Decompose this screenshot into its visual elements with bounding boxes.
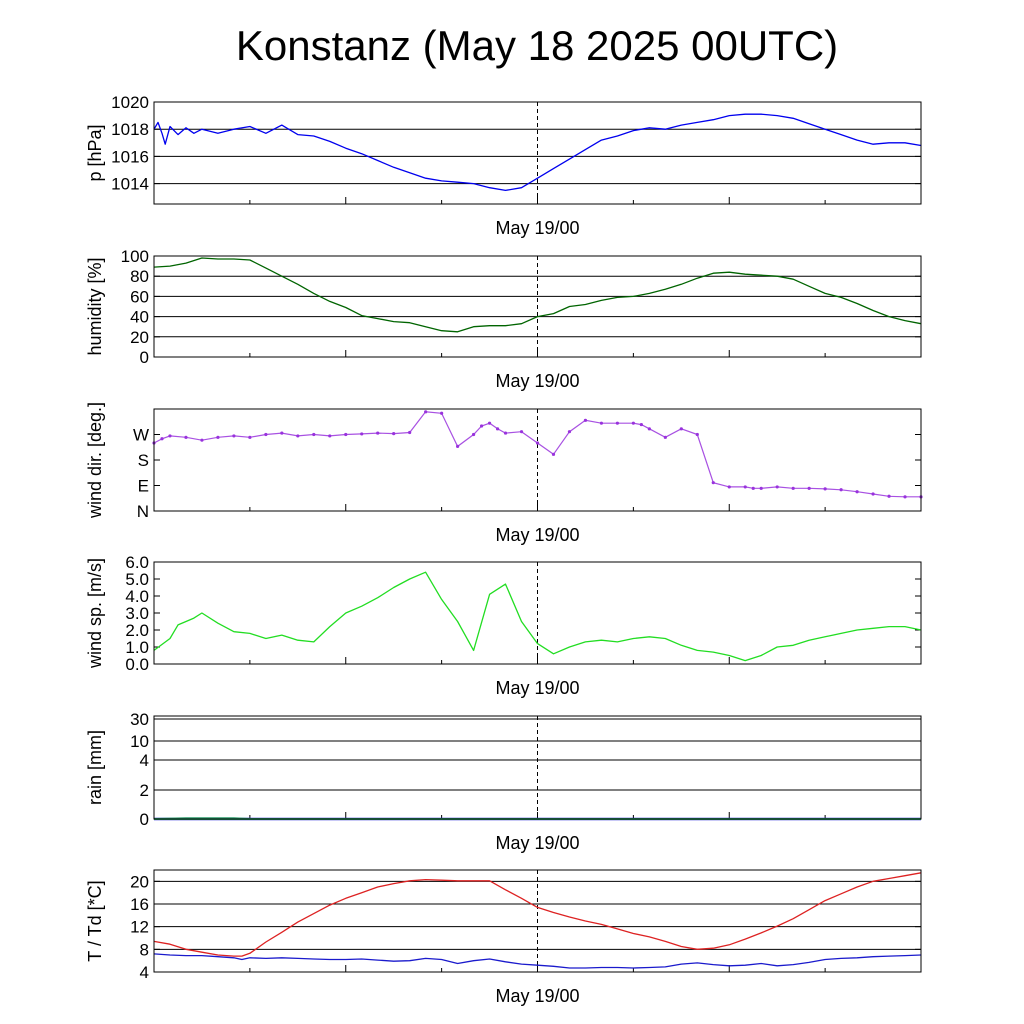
y-tick-label: 2.0: [125, 621, 149, 640]
series-line: [153, 411, 921, 498]
panel-frame: [153, 255, 922, 358]
y-tick-label: 5.0: [125, 570, 149, 589]
y-tick-label: 40: [130, 308, 149, 327]
series-line: [153, 257, 922, 333]
y-axis-label: wind sp. [m/s]: [85, 558, 105, 669]
y-tick-label: 1016: [111, 147, 149, 166]
y-axis-label: rain [mm]: [85, 730, 105, 805]
x-axis-date-label: May 19/00: [495, 371, 579, 391]
y-axis-label: p [hPa]: [85, 124, 105, 181]
y-tick-label: 0: [140, 810, 149, 829]
panel-rain: 0 2 410 30 rain [mm] May 19/00: [85, 710, 922, 853]
y-tick-label: 4: [140, 963, 149, 982]
y-tick-label: 3.0: [125, 604, 149, 623]
y-tick-label: 8: [140, 940, 149, 959]
y-tick-label: 2: [140, 781, 149, 800]
y-tick-label: 60: [130, 287, 149, 306]
y-axis-label: T / Td [*C]: [85, 880, 105, 961]
series-line: [153, 571, 922, 662]
series-line: [153, 113, 922, 192]
panel-frame: [153, 869, 922, 973]
series-0: [152, 410, 923, 499]
y-tick-label: N: [137, 502, 149, 521]
panel-temperature: 4 8 12 16 20 T / Td [*C] May 19/00: [85, 869, 922, 1006]
panel-frame: [153, 408, 922, 512]
x-axis-date-label: May 19/00: [495, 833, 579, 853]
y-axis-label: humidity [%]: [85, 257, 105, 355]
series-line: [153, 953, 922, 969]
y-tick-label: 30: [130, 710, 149, 729]
y-tick-label: 1018: [111, 120, 149, 139]
y-tick-label: 100: [121, 247, 149, 266]
y-tick-label: E: [138, 477, 149, 496]
y-tick-label: 20: [130, 872, 149, 891]
y-tick-label: 6.0: [125, 553, 149, 572]
panel-frame: [153, 101, 922, 205]
y-tick-label: 4: [140, 751, 149, 770]
panel-wind_speed: 0.01.02.03.04.05.06.0 wind sp. [m/s] May 1…: [85, 553, 922, 698]
x-axis-date-label: May 19/00: [495, 986, 579, 1006]
y-tick-label: 1014: [111, 175, 149, 194]
y-tick-label: 16: [130, 895, 149, 914]
y-tick-label: 0: [140, 348, 149, 367]
y-tick-label: W: [133, 426, 149, 445]
series-line: [153, 872, 922, 957]
y-tick-label: 10: [130, 732, 149, 751]
y-axis-label: wind dir. [deg.]: [85, 402, 105, 519]
x-axis-date-label: May 19/00: [495, 525, 579, 545]
y-tick-label: S: [138, 451, 149, 470]
y-tick-label: 20: [130, 328, 149, 347]
y-tick-label: 0.0: [125, 655, 149, 674]
panel-pressure: 1014 1016 1018 1020 p [hPa] May 19/00: [85, 93, 922, 238]
panel-frame: [153, 561, 922, 665]
x-axis-date-label: May 19/00: [495, 218, 579, 238]
y-tick-label: 1.0: [125, 638, 149, 657]
panel-frame: [153, 715, 922, 820]
y-tick-label: 1020: [111, 93, 149, 112]
y-tick-label: 80: [130, 267, 149, 286]
y-tick-label: 4.0: [125, 587, 149, 606]
y-tick-label: 12: [130, 918, 149, 937]
chart-title: Konstanz (May 18 2025 00UTC): [236, 22, 838, 69]
x-axis-date-label: May 19/00: [495, 678, 579, 698]
